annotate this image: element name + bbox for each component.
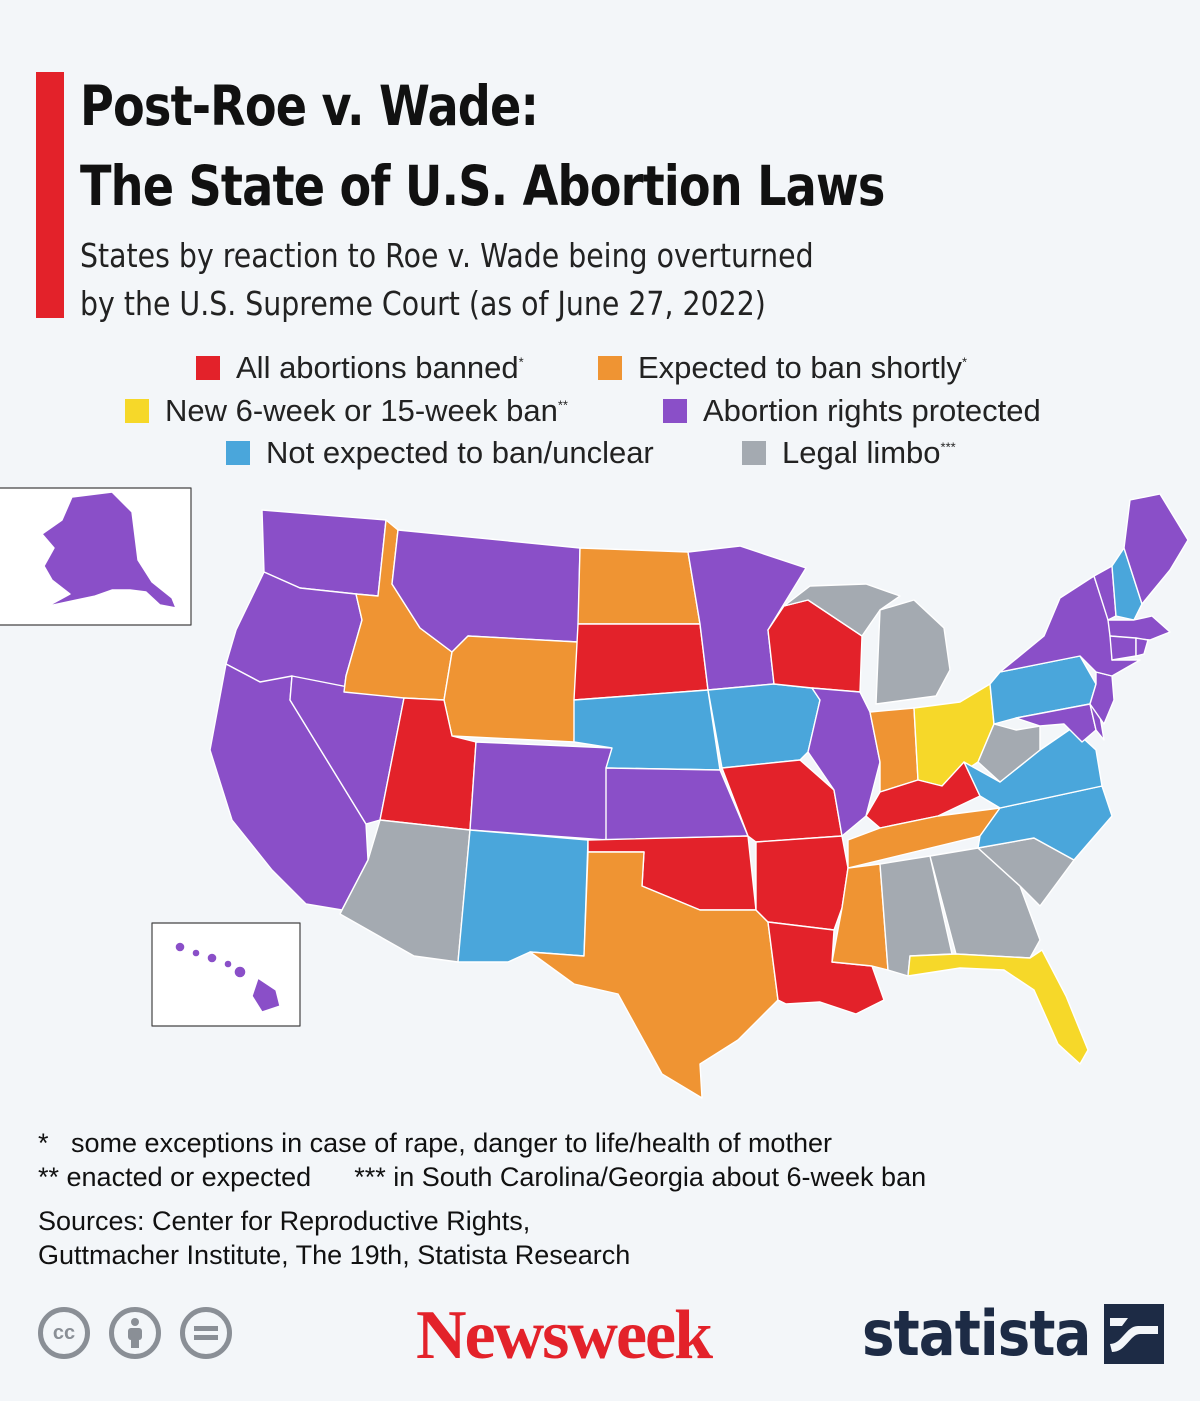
state-florida bbox=[907, 949, 1089, 1065]
equals-icon bbox=[194, 1326, 218, 1340]
legend-swatch-blue bbox=[226, 441, 250, 465]
state-iowa bbox=[707, 683, 821, 769]
sources-line-2: Guttmacher Institute, The 19th, Statista… bbox=[38, 1240, 631, 1270]
state-indiana bbox=[869, 707, 919, 793]
footnote-1-mark: * bbox=[38, 1128, 49, 1158]
attribution-icon bbox=[109, 1307, 161, 1359]
subtitle-line-2: by the U.S. Supreme Court (as of June 27… bbox=[80, 284, 766, 323]
state-louisiana bbox=[767, 921, 885, 1015]
legend-label: Not expected to ban/unclear bbox=[266, 435, 654, 470]
legend-label: Expected to ban shortly bbox=[638, 350, 962, 385]
footnote-1-text: some exceptions in case of rape, danger … bbox=[71, 1128, 832, 1158]
legend-item-unclear: Not expected to ban/unclear bbox=[226, 435, 654, 471]
state-arkansas bbox=[755, 835, 849, 931]
state-wyoming bbox=[443, 635, 579, 743]
legend-mark: ** bbox=[557, 397, 568, 413]
state-texas bbox=[529, 851, 779, 1099]
state-michigan bbox=[875, 599, 951, 705]
sources-line-1: Sources: Center for Reproductive Rights, bbox=[38, 1206, 531, 1236]
subtitle-line-1: States by reaction to Roe v. Wade being … bbox=[80, 236, 814, 275]
state-new-hampshire bbox=[1111, 547, 1143, 621]
hawaii-inset-frame bbox=[151, 922, 301, 1027]
legend-item-protected: Abortion rights protected bbox=[663, 393, 1041, 429]
state-maine bbox=[1123, 493, 1189, 605]
state-north-dakota bbox=[577, 547, 701, 625]
chart-subtitle: States by reaction to Roe v. Wade being … bbox=[80, 232, 814, 328]
legend-mark: * bbox=[961, 354, 968, 370]
legend-swatch-red bbox=[196, 356, 220, 380]
title-line-1: Post-Roe v. Wade: bbox=[80, 74, 539, 138]
state-rhode-island bbox=[1135, 637, 1149, 657]
no-derivatives-icon bbox=[180, 1307, 232, 1359]
state-new-mexico bbox=[457, 829, 589, 963]
legend-swatch-orange bbox=[598, 356, 622, 380]
legend-item-limbo: Legal limbo*** bbox=[742, 435, 956, 471]
legend-swatch-yellow bbox=[125, 399, 149, 423]
legend-label: Abortion rights protected bbox=[703, 393, 1041, 428]
legend-mark: *** bbox=[940, 439, 956, 455]
legend-label: New 6-week or 15-week ban bbox=[165, 393, 558, 428]
footnote-2-row: ** enacted or expected *** in South Caro… bbox=[38, 1162, 926, 1193]
sources: Sources: Center for Reproductive Rights,… bbox=[38, 1204, 630, 1272]
legend-mark: * bbox=[518, 354, 524, 370]
statista-mark-icon bbox=[1104, 1304, 1164, 1364]
newsweek-logo: Newsweek bbox=[416, 1297, 713, 1374]
state-south-dakota bbox=[573, 623, 709, 701]
state-illinois bbox=[807, 687, 881, 837]
title-accent-bar bbox=[36, 72, 64, 318]
person-icon bbox=[128, 1318, 142, 1348]
legend-swatch-purple bbox=[663, 399, 687, 423]
chart-title: Post-Roe v. Wade: The State of U.S. Abor… bbox=[80, 66, 885, 226]
legend-item-new-ban: New 6-week or 15-week ban** bbox=[125, 393, 568, 429]
state-ohio bbox=[913, 683, 995, 787]
title-line-2: The State of U.S. Abortion Laws bbox=[80, 154, 885, 218]
footnote-3: *** in South Carolina/Georgia about 6-we… bbox=[354, 1162, 927, 1192]
statista-logo: statista bbox=[862, 1297, 1091, 1370]
state-hawaii bbox=[174, 941, 281, 1013]
cc-icon-text: cc bbox=[52, 1321, 76, 1344]
state-michigan-upper bbox=[783, 583, 901, 637]
state-colorado bbox=[469, 741, 613, 841]
legend-swatch-gray bbox=[742, 441, 766, 465]
cc-icon: cc bbox=[38, 1307, 90, 1359]
legend-item-expected: Expected to ban shortly* bbox=[598, 350, 967, 386]
state-alaska bbox=[41, 491, 177, 609]
state-connecticut bbox=[1109, 635, 1137, 661]
legend-label: All abortions banned bbox=[236, 350, 519, 385]
us-state-map bbox=[0, 487, 1189, 1099]
footnote-2: ** enacted or expected bbox=[38, 1162, 312, 1192]
legend-item-banned: All abortions banned* bbox=[196, 350, 524, 386]
footnote-1: * some exceptions in case of rape, dange… bbox=[38, 1128, 832, 1159]
legend-label: Legal limbo bbox=[782, 435, 941, 470]
